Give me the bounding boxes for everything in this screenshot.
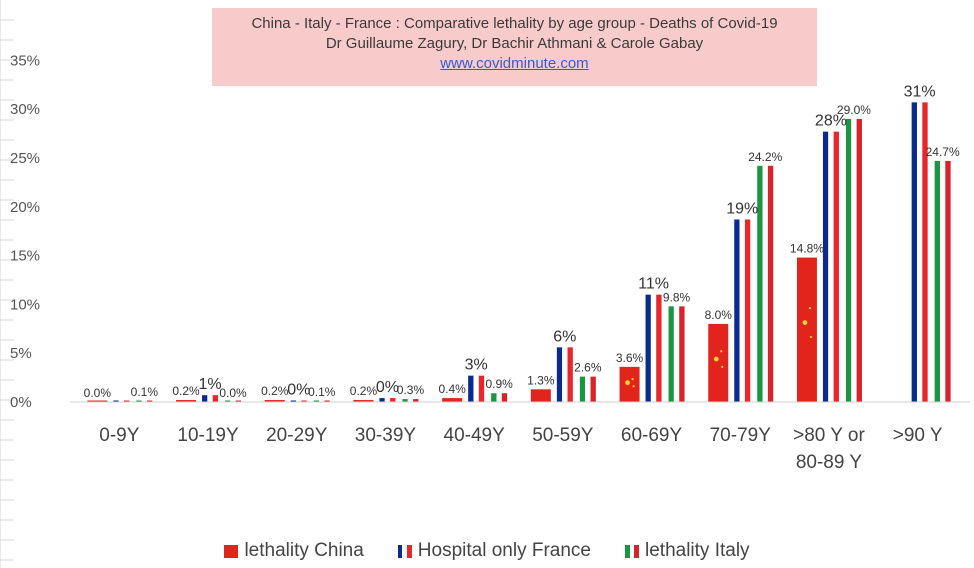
chart-legend: lethality China Hospital only France let… <box>0 538 974 564</box>
bar-china <box>353 400 374 402</box>
value-label: 31% <box>904 83 936 100</box>
legend-label-france: Hospital only France <box>417 540 591 561</box>
value-label: 11% <box>638 276 669 293</box>
value-label: 0.2% <box>350 384 378 398</box>
legend-label-china: lethality China <box>244 540 364 561</box>
france-flag-icon <box>397 544 412 558</box>
bar-france <box>202 395 219 402</box>
value-label: 29.0% <box>837 103 871 117</box>
bar-france <box>468 375 485 402</box>
bar-china <box>530 389 551 402</box>
bar-china <box>176 400 197 402</box>
bar-italy <box>136 400 153 402</box>
value-label: 24.2% <box>748 150 782 164</box>
bar-italy <box>845 118 862 403</box>
y-tick-label: 25% <box>10 150 40 167</box>
value-label: 0.2% <box>172 384 200 398</box>
value-label: 0.4% <box>438 382 466 396</box>
bars-group <box>87 102 951 403</box>
value-label: 6% <box>553 328 576 345</box>
bar-italy <box>579 376 596 402</box>
y-tick-label: 10% <box>10 296 40 313</box>
bar-china <box>87 400 108 402</box>
value-label: 24.7% <box>926 145 960 159</box>
bar-france <box>556 347 573 402</box>
value-label: 14.8% <box>790 242 824 256</box>
chart-title-box: China - Italy - France : Comparative let… <box>212 8 817 86</box>
y-tick-label: 15% <box>10 248 40 265</box>
value-label: 0.9% <box>485 377 513 391</box>
x-tick-label: 70-79Y <box>710 425 772 446</box>
bar-italy <box>313 400 330 402</box>
bar-italy <box>757 165 774 402</box>
bar-italy <box>668 306 685 402</box>
chart-authors: Dr Guillaume Zagury, Dr Bachir Athmani &… <box>325 35 704 52</box>
china-flag-icon <box>224 544 239 558</box>
value-label: 0% <box>376 379 399 396</box>
x-tick-label: 0-9Y <box>99 425 139 446</box>
bar-china <box>708 323 729 402</box>
bar-china <box>619 366 640 402</box>
bar-france <box>113 400 130 402</box>
x-axis-ticks: 0-9Y 10-19Y 20-29Y 30-39Y 40-49Y 50-59Y 60-69Y… <box>99 425 943 473</box>
x-tick-label: 20-29Y <box>266 425 328 446</box>
legend-item-france: Hospital only France <box>397 540 591 562</box>
y-tick-label: 35% <box>10 52 40 69</box>
value-label: 3% <box>465 357 488 374</box>
value-label: 8.0% <box>705 308 733 322</box>
value-label: 0.1% <box>131 385 159 399</box>
bar-italy <box>934 160 951 402</box>
bar-italy <box>491 393 508 402</box>
y-tick-label: 5% <box>10 345 32 362</box>
legend-item-italy: lethality Italy <box>625 540 750 562</box>
legend-label-italy: lethality Italy <box>645 540 750 561</box>
spreadsheet-gridlines <box>0 0 14 568</box>
x-tick-label: 50-59Y <box>532 425 594 446</box>
value-label: 0.0% <box>84 386 112 400</box>
value-label: 0.3% <box>397 383 425 397</box>
value-label: 3.6% <box>616 351 644 365</box>
italy-flag-icon <box>625 544 640 558</box>
source-link[interactable]: www.covidminute.com <box>440 55 589 72</box>
y-tick-label: 30% <box>10 101 40 118</box>
chart-title: China - Italy - France : Comparative let… <box>251 15 778 32</box>
x-tick-label: >80 Y or 80-89 Y <box>793 425 865 473</box>
legend-item-china: lethality China <box>224 540 364 562</box>
value-label: 0.0% <box>219 386 247 400</box>
value-label: 1% <box>198 376 221 393</box>
y-tick-label: 20% <box>10 199 40 216</box>
x-tick-label: 60-69Y <box>621 425 683 446</box>
bar-france <box>734 219 751 402</box>
x-tick-label: 40-49Y <box>444 425 506 446</box>
value-label: 19% <box>726 200 758 217</box>
bar-china <box>442 398 463 402</box>
y-axis-ticks: 0% 5% 10% 15% 20% 25% 30% 35% <box>10 52 40 411</box>
value-label: 2.6% <box>574 361 602 375</box>
bar-china <box>264 400 285 402</box>
value-label: 0.1% <box>308 385 336 399</box>
value-labels: 0.0% 0.2% 0.2% 0.2% 0.4%1.3%3.6%8.0%14.8%1% 0… <box>84 83 960 400</box>
value-label: 9.8% <box>663 290 691 304</box>
value-label: 28% <box>815 113 847 130</box>
bar-france <box>911 102 928 403</box>
value-label: 1.3% <box>527 373 555 387</box>
x-tick-label: 10-19Y <box>177 425 239 446</box>
bar-france <box>290 400 307 402</box>
bar-france <box>822 131 839 402</box>
bar-italy <box>402 399 419 402</box>
bar-france <box>379 398 396 402</box>
y-tick-label: 0% <box>10 394 32 411</box>
bar-france <box>645 294 662 402</box>
value-label: 0% <box>287 382 310 399</box>
bar-china <box>796 257 817 402</box>
bar-italy <box>225 400 242 402</box>
value-label: 0.2% <box>261 384 289 398</box>
x-tick-label: 30-39Y <box>355 425 417 446</box>
x-tick-label: >90 Y <box>893 425 943 446</box>
